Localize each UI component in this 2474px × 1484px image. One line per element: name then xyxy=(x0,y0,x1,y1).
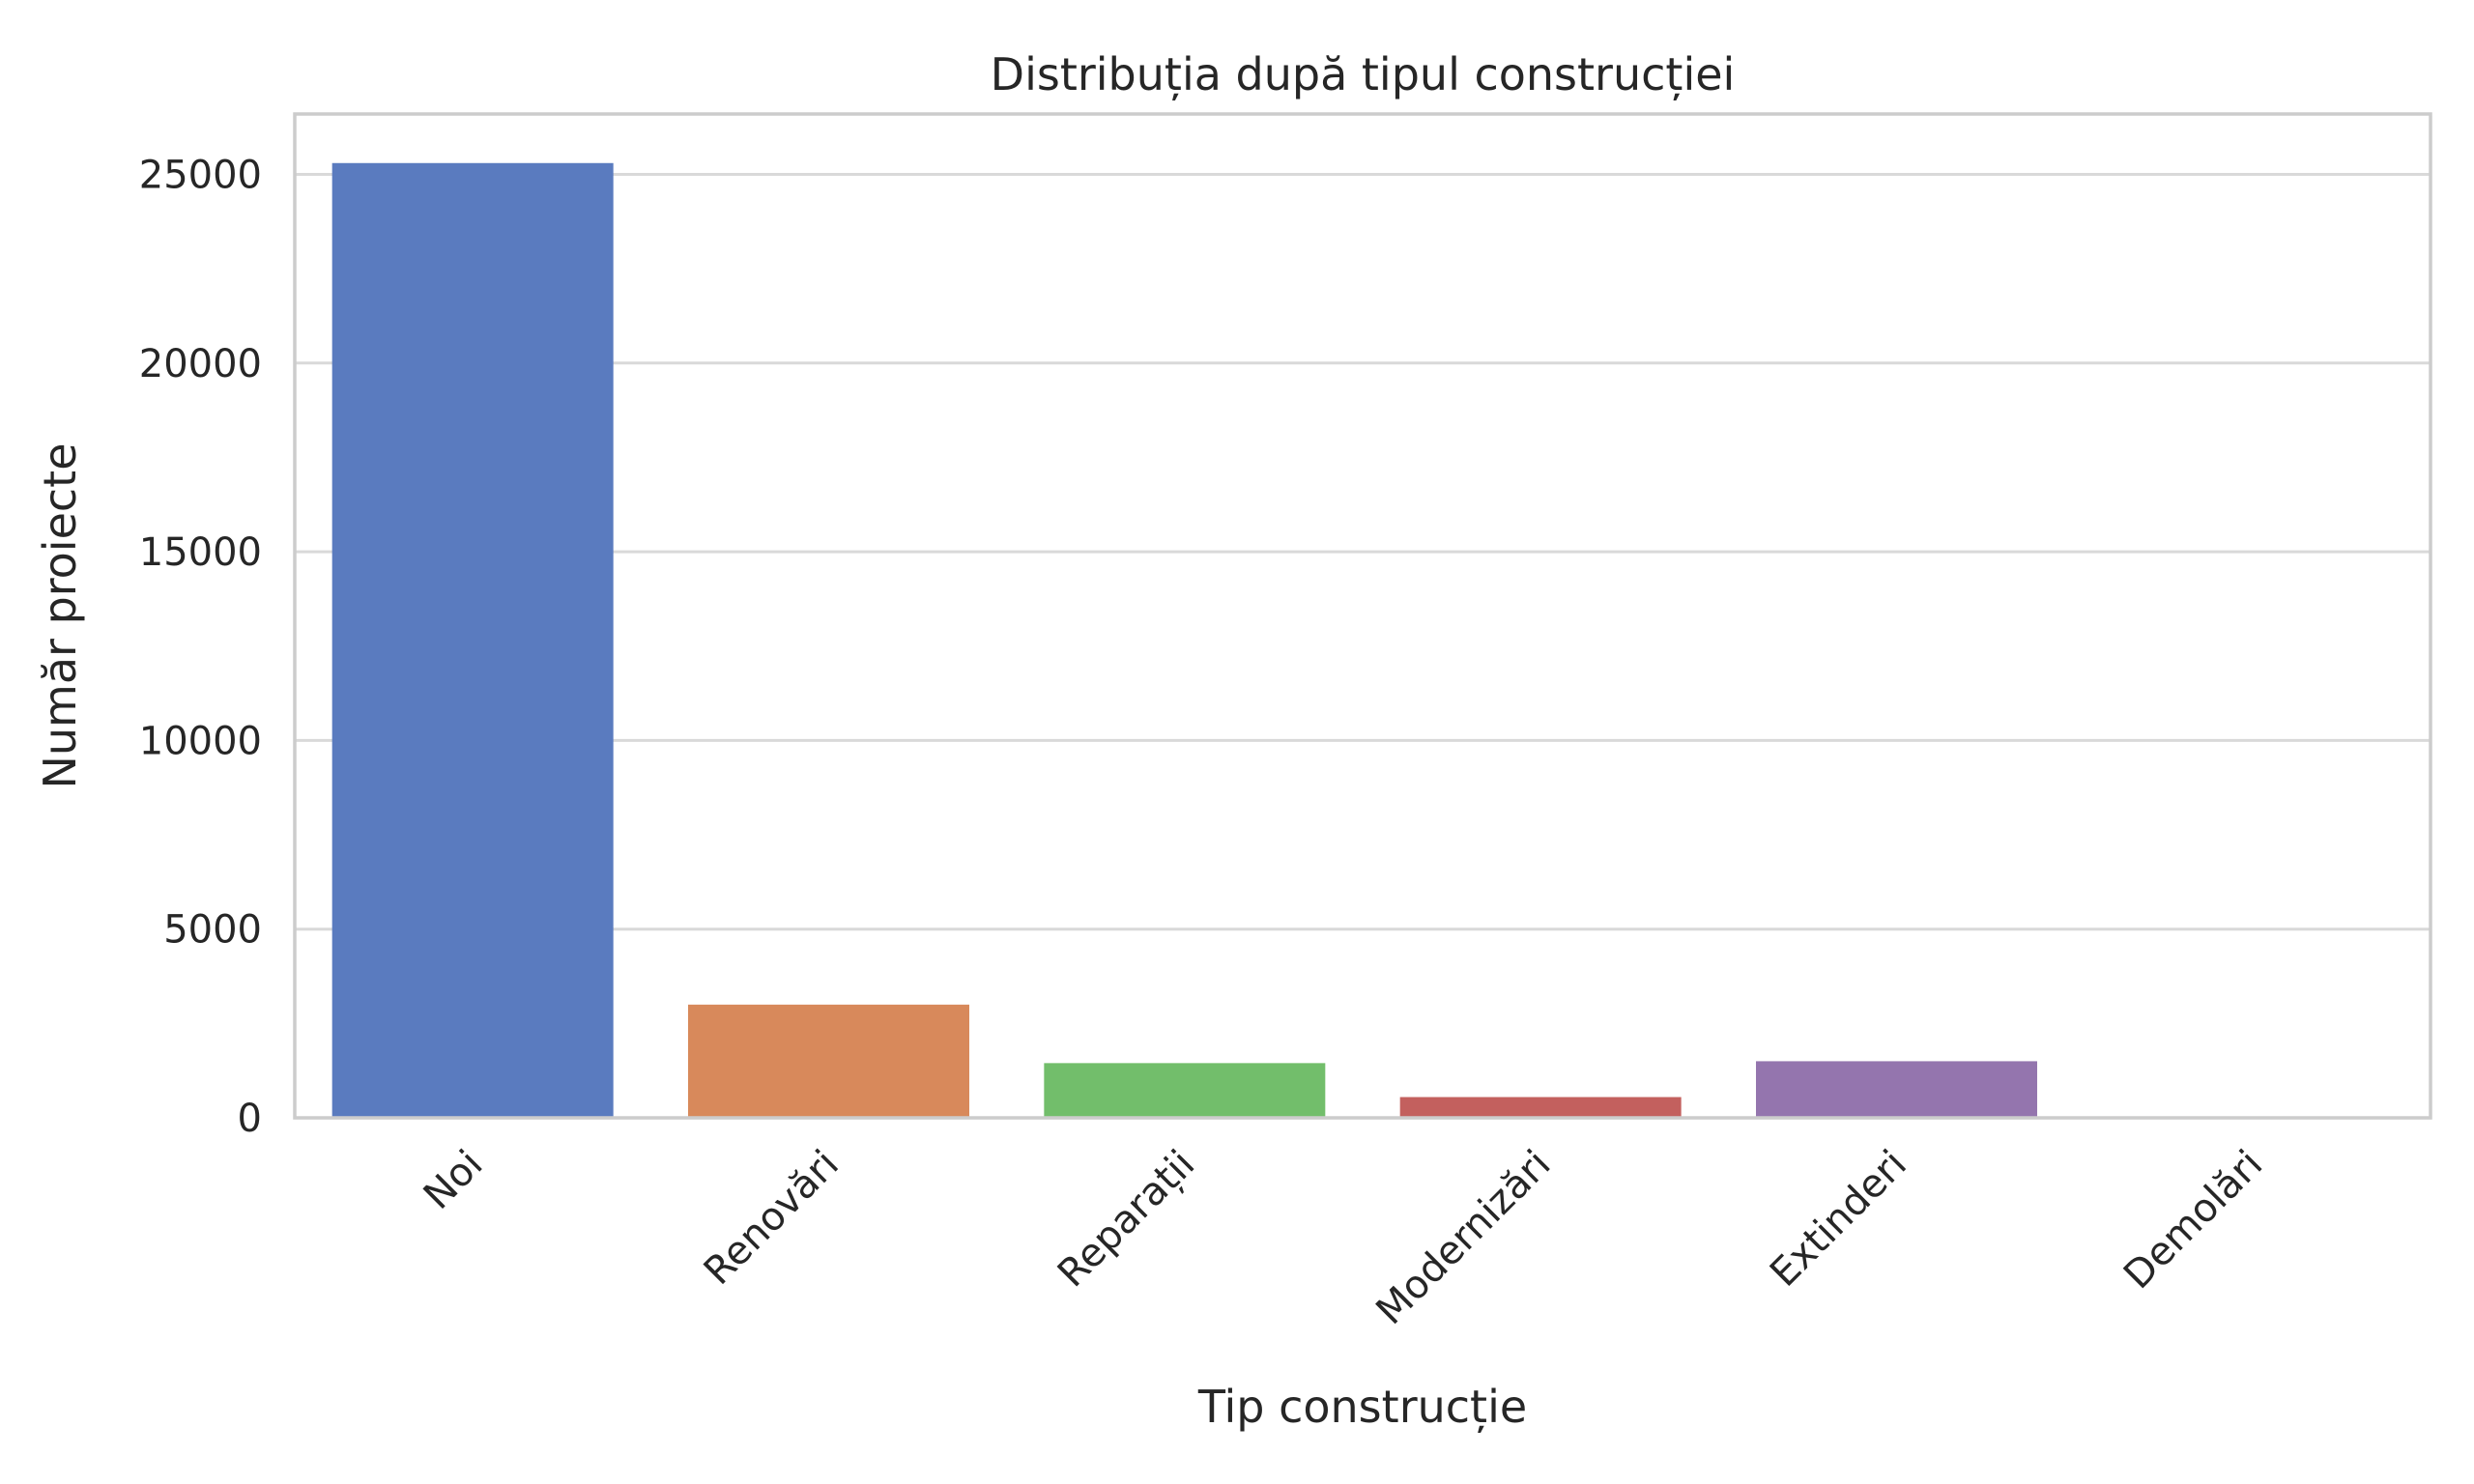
x-tick-label: Extinderi xyxy=(1762,1142,1915,1296)
x-tick-label: Renovări xyxy=(696,1142,848,1294)
x-tick-label: Reparații xyxy=(1050,1142,1203,1296)
y-tick-label: 20000 xyxy=(139,342,262,386)
x-tick-label: Noi xyxy=(416,1142,492,1218)
x-tick-labels: Noi Renovări Reparații Modernizări Extinderi… xyxy=(416,1142,2272,1333)
y-tick-label: 5000 xyxy=(163,908,262,953)
bars xyxy=(331,162,2394,1118)
bar-reparații xyxy=(1044,1063,1326,1118)
gridlines xyxy=(295,172,2431,931)
plot-frame xyxy=(293,112,2432,1120)
y-tick-label: 0 xyxy=(238,1097,262,1141)
y-tick-label: 15000 xyxy=(139,530,262,575)
bar-extinderi xyxy=(1756,1061,2037,1118)
x-tick-label: Demolări xyxy=(2115,1142,2271,1298)
chart-title: Distribuția după tipul construcției xyxy=(991,48,1736,101)
x-tick-label: Modernizări xyxy=(1367,1142,1559,1333)
y-axis-label: Număr proiecte xyxy=(34,442,86,788)
bar-modernizări xyxy=(1399,1097,1682,1118)
y-tick-labels: 0 5000 10000 15000 20000 25000 xyxy=(139,153,262,1141)
x-axis-label: Tip construcție xyxy=(1197,1381,1527,1434)
bar-renovări xyxy=(688,1004,969,1118)
y-tick-label: 25000 xyxy=(139,153,262,197)
y-tick-label: 10000 xyxy=(139,719,262,763)
bar-noi xyxy=(331,162,614,1118)
